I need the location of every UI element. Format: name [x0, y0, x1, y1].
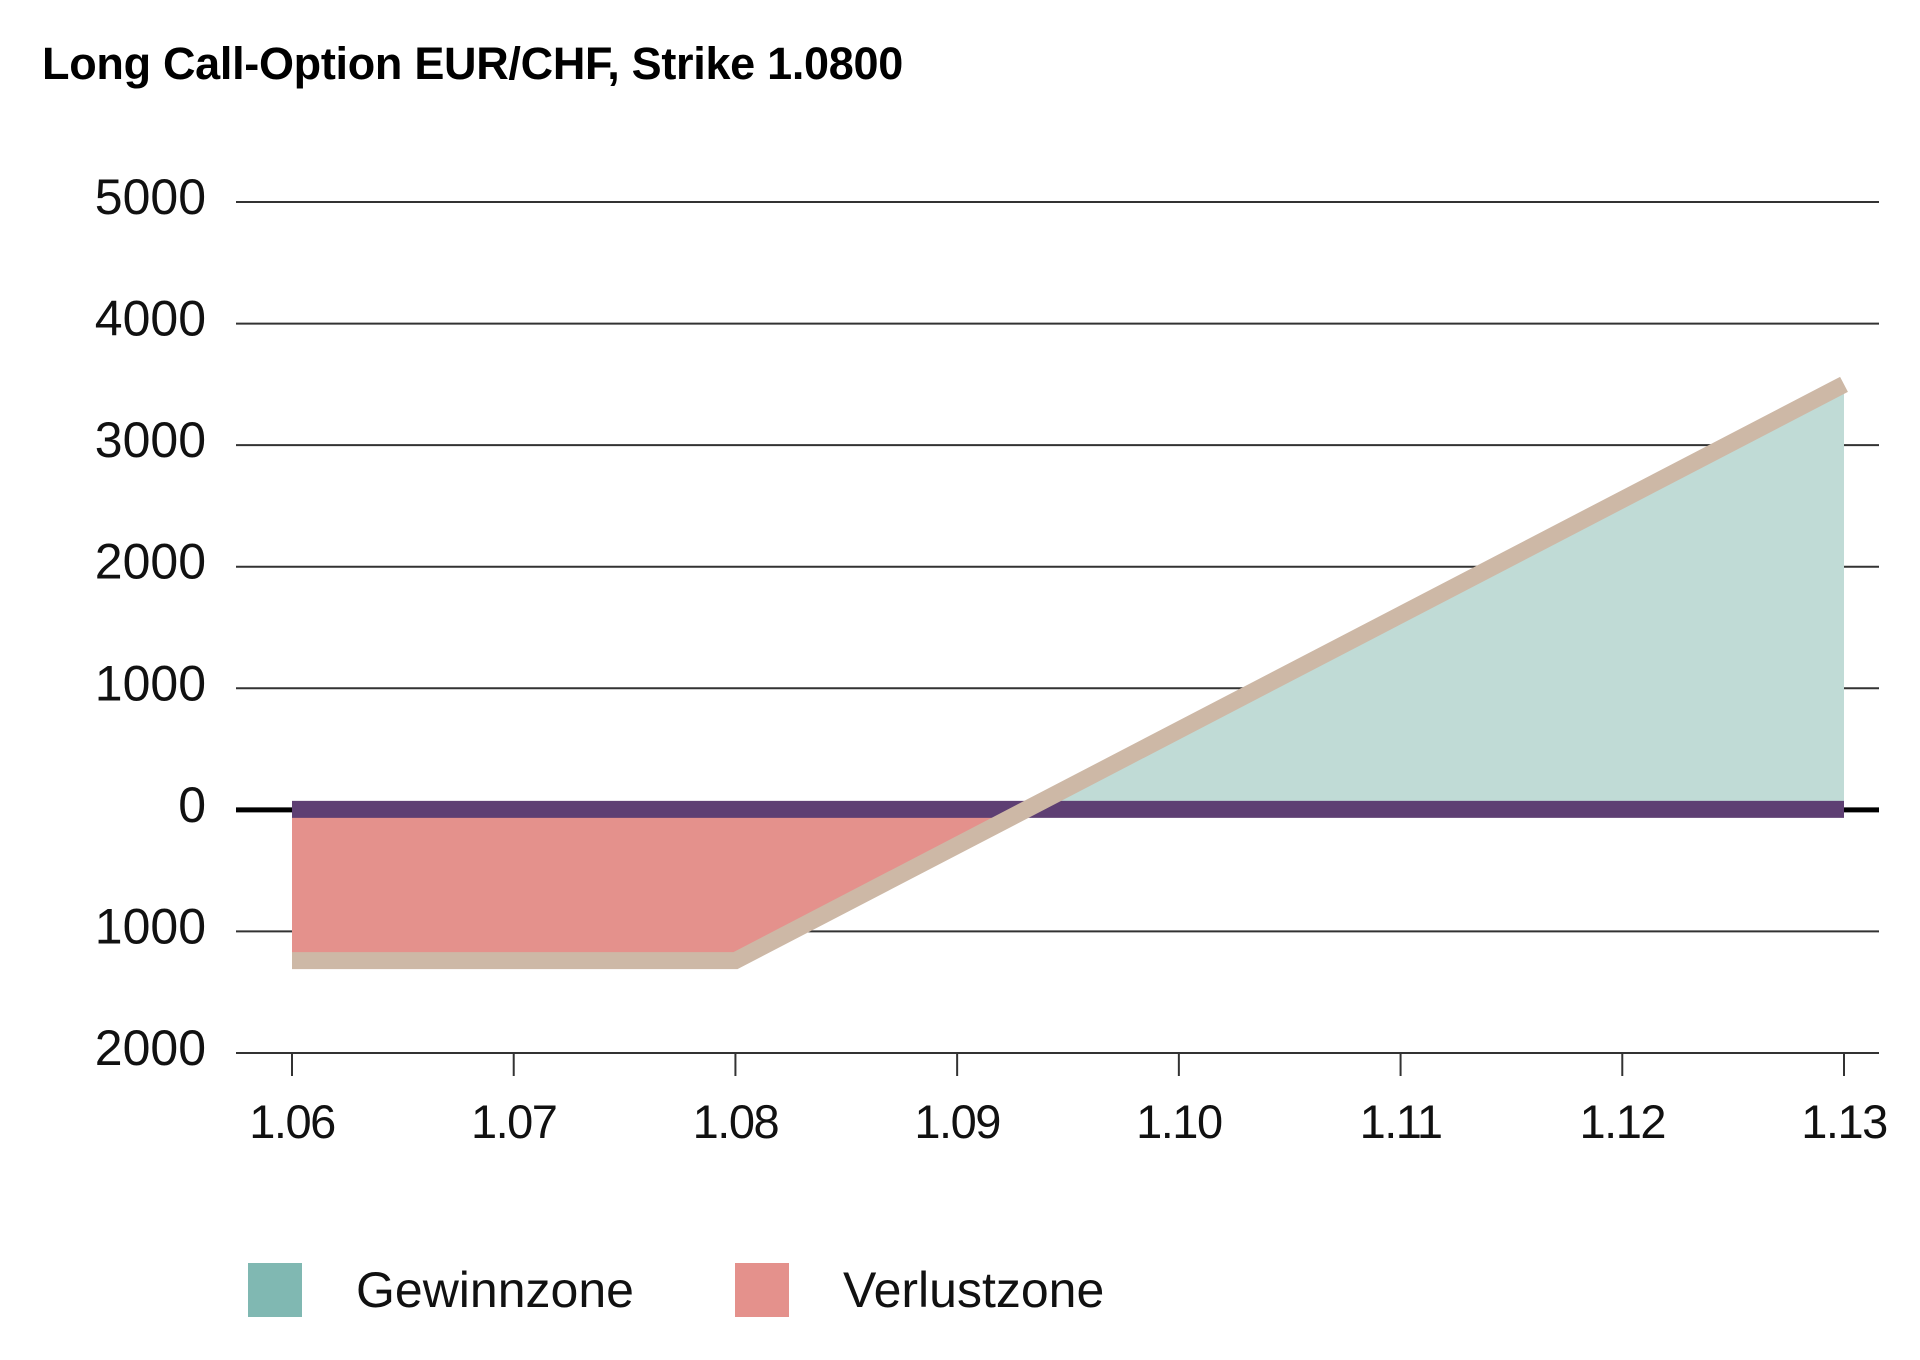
x-axis-labels: 1.06 1.07 1.08 1.09 1.10 1.11 1.12 1.13	[249, 1095, 1888, 1148]
loss-zone-area	[292, 809, 1026, 961]
gridlines	[236, 201, 1879, 1054]
x-tick-label: 1.11	[1360, 1095, 1442, 1148]
y-tick-label: 5000	[95, 169, 206, 225]
y-tick-label: 4000	[95, 291, 206, 347]
y-tick-label: 1000	[95, 898, 206, 954]
y-tick-label: 2000	[95, 1020, 206, 1076]
x-tick-label: 1.09	[914, 1095, 999, 1148]
x-tick-label: 1.06	[249, 1095, 335, 1148]
x-tick-label: 1.12	[1580, 1095, 1665, 1148]
y-axis-labels: 5000 4000 3000 2000 1000 0 1000 2000	[95, 169, 206, 1076]
y-tick-label: 2000	[95, 534, 206, 590]
y-tick-label: 0	[178, 777, 206, 833]
zero-band	[292, 800, 1844, 818]
legend-label-loss: Verlustzone	[843, 1262, 1105, 1318]
x-tick-label: 1.07	[471, 1095, 556, 1148]
payoff-line	[292, 376, 1848, 970]
x-axis-ticks	[291, 1053, 1845, 1076]
x-tick-label: 1.10	[1136, 1095, 1222, 1148]
x-tick-label: 1.13	[1801, 1095, 1887, 1148]
legend-swatch-gain	[248, 1263, 302, 1317]
y-tick-label: 1000	[95, 655, 206, 711]
x-tick-label: 1.08	[693, 1095, 779, 1148]
legend-item-loss: Verlustzone	[735, 1262, 1104, 1318]
legend-swatch-loss	[735, 1263, 789, 1317]
legend-label-gain: Gewinnzone	[356, 1262, 634, 1318]
legend-item-gain: Gewinnzone	[248, 1262, 634, 1318]
chart-title: Long Call-Option EUR/CHF, Strike 1.0800	[42, 38, 903, 89]
y-tick-label: 3000	[95, 412, 206, 468]
